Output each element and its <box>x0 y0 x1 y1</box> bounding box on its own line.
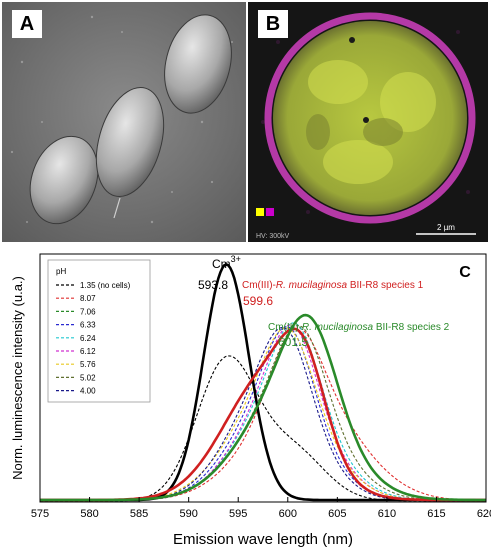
x-tick-label: 590 <box>179 508 197 520</box>
panel-a-sem-image: A <box>2 2 246 242</box>
series-line-2 <box>40 313 486 502</box>
annotation-species2-label: Cm(III)-R. mucilaginosa BII-R8 species 2 <box>268 322 450 333</box>
x-tick-label: 595 <box>229 508 247 520</box>
panel-b-letter: B <box>258 10 288 38</box>
legend-label: 8.07 <box>80 294 96 303</box>
legend-label: 5.76 <box>80 360 96 369</box>
legend-title: pH <box>56 267 66 276</box>
legend-label: 5.02 <box>80 373 96 382</box>
cell-right <box>164 14 232 114</box>
x-tick-label: 575 <box>31 508 49 520</box>
sem-micrograph <box>2 2 246 242</box>
legend-label: 6.24 <box>80 334 96 343</box>
legend-label: 1.35 (no cells) <box>80 281 131 290</box>
legend-label: 4.00 <box>80 387 96 396</box>
cell-middle <box>95 86 165 219</box>
x-tick-label: 585 <box>130 508 148 520</box>
x-tick-label: 610 <box>378 508 396 520</box>
x-tick-label: 615 <box>427 508 445 520</box>
x-axis: 575 580 585 590 595 600 605 610 615 620 <box>31 497 491 520</box>
annotation-species2-value: 601.5 <box>278 335 308 349</box>
legend: pH 1.35 (no cells) 8.07 7.06 6.33 6.24 6.12 5.… <box>47 259 151 403</box>
x-axis-title: Emission wave length (nm) <box>173 531 353 548</box>
series-line-3 <box>40 355 486 502</box>
yellow-cell-interior <box>273 21 467 215</box>
magenta-cell-wall <box>264 12 476 224</box>
cell-left <box>29 135 99 225</box>
panel-c-letter-box <box>450 258 480 284</box>
panel-c-letter: C <box>459 264 471 281</box>
legend-swatch-yellow <box>256 208 264 216</box>
legend-box <box>47 259 151 403</box>
series-line-6 <box>40 322 486 502</box>
x-tick-label: 580 <box>80 508 98 520</box>
legend-swatch-magenta <box>266 208 274 216</box>
series-layer <box>40 262 487 502</box>
legend-label: 6.33 <box>80 321 96 330</box>
y-axis-title: Norm. luminescence intensity (u.a.) <box>10 276 25 480</box>
scale-bar-label: 2 µm <box>437 223 455 232</box>
legend-label: 6.12 <box>80 347 96 356</box>
annotation-species1-value: 599.6 <box>243 294 273 308</box>
panel-c-chart: 575 580 585 590 595 600 605 610 615 620 pH 1.35 (… <box>0 246 491 550</box>
annotation-cm3-label: Cm3+ <box>212 254 241 271</box>
panel-b-elemental-map: HV: 300kV 2 µm B <box>248 2 488 242</box>
series-line-9 <box>40 325 486 502</box>
luminescence-chart: 575 580 585 590 595 600 605 610 615 620 pH 1.35 (… <box>10 253 491 548</box>
annotation-cm3-value: 593.8 <box>198 278 228 292</box>
x-tick-label: 620 <box>477 508 491 520</box>
elemental-map-image: HV: 300kV 2 µm <box>248 2 488 242</box>
x-tick-label: 605 <box>328 508 346 520</box>
panel-a-letter: A <box>12 10 42 38</box>
x-tick-label: 600 <box>279 508 297 520</box>
hv-label: HV: 300kV <box>256 233 290 240</box>
annotation-species1-label: Cm(III)-R. mucilaginosa BII-R8 species 1 <box>242 280 424 291</box>
legend-label: 7.06 <box>80 307 96 316</box>
